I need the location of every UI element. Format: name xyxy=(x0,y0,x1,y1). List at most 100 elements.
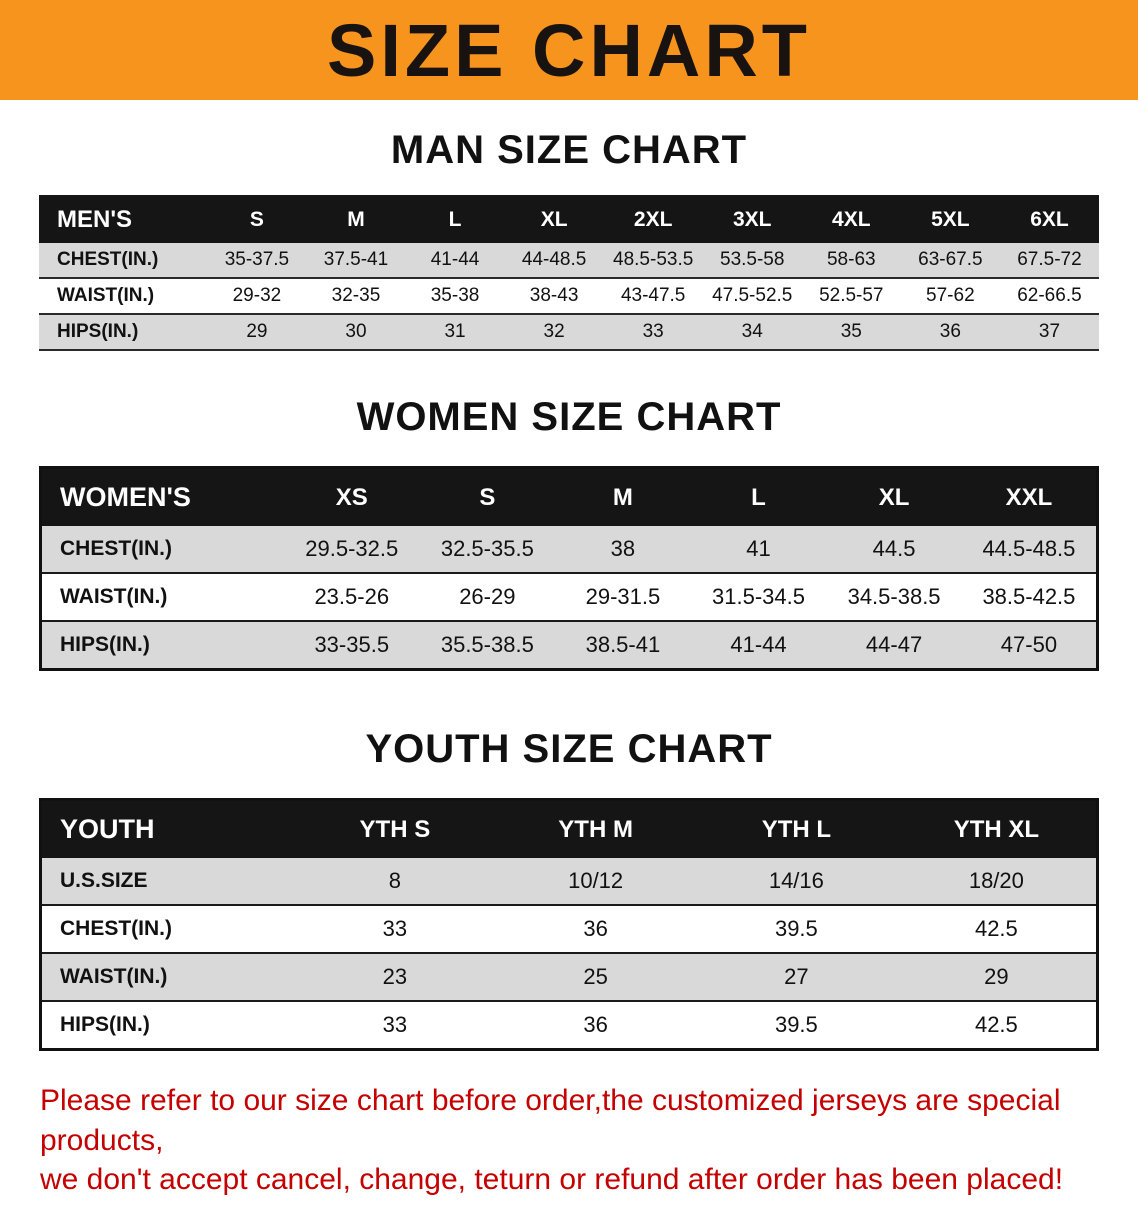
size-value: 33 xyxy=(294,1001,496,1050)
size-value: 53.5-58 xyxy=(702,243,802,278)
size-value: 62-66.5 xyxy=(999,278,1099,314)
measurement-label: CHEST(IN.) xyxy=(40,905,295,953)
measurement-row: HIPS(IN.) 33 36 39.5 42.5 xyxy=(40,1001,1098,1050)
women-section: WOMEN SIZE CHART WOMEN'S XS S M L XL XXL CHEST(… xyxy=(0,351,1138,671)
youth-section-heading: YOUTH SIZE CHART xyxy=(365,727,773,771)
size-value: 63-67.5 xyxy=(900,243,1000,278)
size-header-row: YOUTH YTH S YTH M YTH L YTH XL xyxy=(40,799,1098,858)
measurement-row: CHEST(IN.) 35-37.5 37.5-41 41-44 44-48.5 48.5… xyxy=(39,243,1099,278)
size-value: 35 xyxy=(801,314,901,350)
size-value: 30 xyxy=(306,314,406,350)
size-column-header: YTH L xyxy=(696,799,897,858)
size-chart-banner: SIZE CHART xyxy=(0,0,1138,100)
size-value: 31.5-34.5 xyxy=(690,573,827,621)
size-value: 32 xyxy=(504,314,604,350)
measurement-row: WAIST(IN.) 29-32 32-35 35-38 38-43 43-47.5 47.… xyxy=(39,278,1099,314)
size-value: 67.5-72 xyxy=(999,243,1099,278)
measurement-label: WAIST(IN.) xyxy=(40,573,284,621)
measurement-row: WAIST(IN.) 23 25 27 29 xyxy=(40,953,1098,1001)
size-column-header: XL xyxy=(504,196,604,243)
size-column-header: YTH M xyxy=(495,799,696,858)
size-column-header: S xyxy=(419,467,556,526)
size-value: 41 xyxy=(690,526,827,573)
size-value: 26-29 xyxy=(419,573,556,621)
size-value: 25 xyxy=(495,953,696,1001)
size-column-header: YTH XL xyxy=(896,799,1098,858)
banner-title: SIZE CHART xyxy=(327,8,811,92)
size-value: 32-35 xyxy=(306,278,406,314)
size-value: 39.5 xyxy=(696,1001,897,1050)
women-section-heading: WOMEN SIZE CHART xyxy=(356,395,782,439)
size-column-header: 6XL xyxy=(999,196,1099,243)
size-value: 18/20 xyxy=(896,858,1098,905)
size-column-header: M xyxy=(555,467,691,526)
size-value: 29 xyxy=(896,953,1098,1001)
size-column-header: M xyxy=(306,196,406,243)
size-value: 42.5 xyxy=(896,905,1098,953)
size-value: 27 xyxy=(696,953,897,1001)
size-header-row: MEN'S S M L XL 2XL 3XL 4XL 5XL 6XL xyxy=(39,196,1099,243)
size-value: 29-32 xyxy=(207,278,307,314)
size-value: 37 xyxy=(999,314,1099,350)
size-value: 41-44 xyxy=(405,243,505,278)
order-notice: Please refer to our size chart before or… xyxy=(40,1081,1138,1224)
measurement-row: HIPS(IN.) 29 30 31 32 33 34 35 36 37 xyxy=(39,314,1099,350)
table-title-cell: YOUTH xyxy=(40,799,295,858)
size-header-row: WOMEN'S XS S M L XL XXL xyxy=(40,467,1098,526)
size-value: 23 xyxy=(294,953,496,1001)
youth-section: YOUTH SIZE CHART YOUTH YTH S YTH M YTH L YTH… xyxy=(0,671,1138,1051)
size-value: 44-47 xyxy=(826,621,962,670)
measurement-row: U.S.SIZE 8 10/12 14/16 18/20 xyxy=(40,858,1098,905)
size-value: 32.5-35.5 xyxy=(419,526,556,573)
size-value: 57-62 xyxy=(900,278,1000,314)
size-value: 47-50 xyxy=(961,621,1098,670)
notice-line-1: Please refer to our size chart before or… xyxy=(40,1084,1061,1157)
size-column-header: L xyxy=(690,467,827,526)
measurement-label: HIPS(IN.) xyxy=(40,1001,295,1050)
men-section-heading: MAN SIZE CHART xyxy=(390,128,748,172)
size-value: 34 xyxy=(702,314,802,350)
size-value: 8 xyxy=(294,858,496,905)
measurement-row: WAIST(IN.) 23.5-26 26-29 29-31.5 31.5-34.5 34… xyxy=(40,573,1098,621)
measurement-row: CHEST(IN.) 33 36 39.5 42.5 xyxy=(40,905,1098,953)
size-value: 29-31.5 xyxy=(555,573,691,621)
size-value: 38-43 xyxy=(504,278,604,314)
measurement-label: CHEST(IN.) xyxy=(39,243,208,278)
size-column-header: 2XL xyxy=(603,196,703,243)
measurement-label: WAIST(IN.) xyxy=(40,953,295,1001)
size-value: 33 xyxy=(603,314,703,350)
size-value: 14/16 xyxy=(696,858,897,905)
size-column-header: L xyxy=(405,196,505,243)
size-value: 47.5-52.5 xyxy=(702,278,802,314)
size-value: 38 xyxy=(555,526,691,573)
table-title-cell: MEN'S xyxy=(39,196,208,243)
size-value: 33-35.5 xyxy=(283,621,420,670)
size-value: 36 xyxy=(900,314,1000,350)
size-value: 44.5-48.5 xyxy=(961,526,1098,573)
size-column-header: YTH S xyxy=(294,799,496,858)
measurement-label: U.S.SIZE xyxy=(40,858,295,905)
size-column-header: XL xyxy=(826,467,962,526)
size-value: 42.5 xyxy=(896,1001,1098,1050)
size-value: 29.5-32.5 xyxy=(283,526,420,573)
size-value: 33 xyxy=(294,905,496,953)
size-value: 37.5-41 xyxy=(306,243,406,278)
size-value: 23.5-26 xyxy=(283,573,420,621)
size-column-header: S xyxy=(207,196,307,243)
size-value: 29 xyxy=(207,314,307,350)
measurement-label: CHEST(IN.) xyxy=(40,526,284,573)
measurement-label: WAIST(IN.) xyxy=(39,278,208,314)
size-value: 35.5-38.5 xyxy=(419,621,556,670)
size-value: 43-47.5 xyxy=(603,278,703,314)
size-value: 35-37.5 xyxy=(207,243,307,278)
size-value: 44-48.5 xyxy=(504,243,604,278)
measurement-label: HIPS(IN.) xyxy=(40,621,284,670)
women-size-table: WOMEN'S XS S M L XL XXL CHEST(IN.) 29.5-32.5 32.5… xyxy=(39,466,1099,671)
table-title-cell: WOMEN'S xyxy=(40,467,284,526)
size-value: 41-44 xyxy=(690,621,827,670)
measurement-row: CHEST(IN.) 29.5-32.5 32.5-35.5 38 41 44.5 44.5… xyxy=(40,526,1098,573)
men-size-table: MEN'S S M L XL 2XL 3XL 4XL 5XL 6XL CHEST(IN.) 35-37… xyxy=(39,195,1099,351)
men-section: MAN SIZE CHART MEN'S S M L XL 2XL 3XL 4XL 5XL 6XL… xyxy=(0,100,1138,351)
size-value: 39.5 xyxy=(696,905,897,953)
size-value: 36 xyxy=(495,1001,696,1050)
